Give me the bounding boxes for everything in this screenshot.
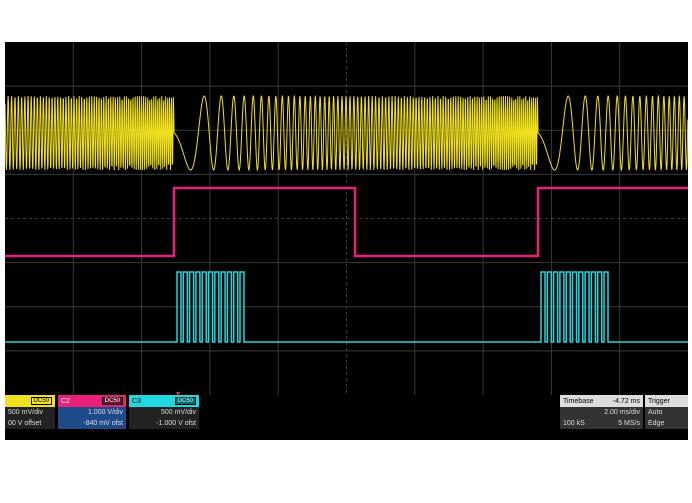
channel-1-descriptor[interactable]: DC50 500 mV/div 00 V offset — [5, 395, 55, 440]
timebase-rate: 5 MS/s — [618, 420, 640, 427]
c2-scale: 1.000 V/div — [87, 409, 123, 416]
c1-offset: 00 V offset — [8, 420, 42, 427]
channel-2-descriptor[interactable]: C2 DC50 1.000 V/div -840 mV ofst — [58, 395, 126, 440]
channel-3-descriptor[interactable]: C3 DC50 500 mV/div -1.000 V ofst — [129, 395, 199, 440]
timebase-delay: -4.72 ms — [612, 397, 640, 405]
timebase-descriptor[interactable]: Timebase -4.72 ms 2.00 ms/div 100 kS 5 MS/… — [560, 395, 643, 440]
trigger-position-marker — [176, 392, 180, 395]
c2-offset: -840 mV ofst — [83, 420, 123, 427]
trigger-descriptor[interactable]: Trigger Auto Edge — [645, 395, 688, 440]
c2-coupling: DC50 — [101, 397, 123, 405]
trigger-label: Trigger — [648, 397, 670, 405]
channel-2-trace — [5, 186, 688, 258]
timebase-scale: 2.00 ms/div — [604, 409, 640, 416]
c2-name: C2 — [61, 397, 70, 405]
c3-offset: -1.000 V ofst — [156, 420, 196, 427]
channel-1-trace — [5, 94, 688, 172]
c1-coupling: DC50 — [30, 397, 52, 405]
timebase-samples: 100 kS — [563, 420, 585, 427]
c3-name: C3 — [132, 397, 141, 405]
waveform-grid — [5, 42, 688, 395]
channel-3-trace — [5, 271, 688, 343]
trigger-type: Edge — [648, 420, 665, 427]
c1-scale: 500 mV/div — [8, 409, 44, 416]
trigger-mode: Auto — [648, 409, 663, 416]
c3-scale: 500 mV/div — [160, 409, 196, 416]
timebase-label: Timebase — [563, 397, 594, 405]
oscilloscope-display: DC50 500 mV/div 00 V offset C2 DC50 1.000… — [5, 42, 688, 440]
c3-coupling: DC50 — [174, 397, 196, 405]
